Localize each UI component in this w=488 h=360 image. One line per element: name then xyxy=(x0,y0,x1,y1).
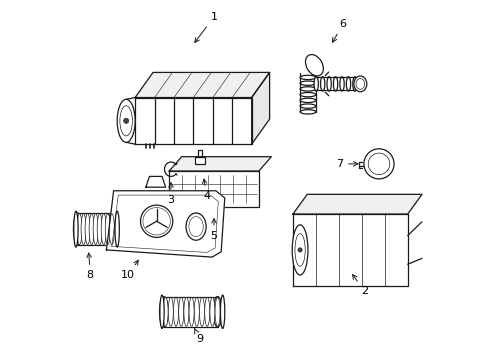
Ellipse shape xyxy=(115,211,119,247)
Ellipse shape xyxy=(97,214,102,244)
Text: 3: 3 xyxy=(167,183,174,205)
Ellipse shape xyxy=(159,297,168,327)
Ellipse shape xyxy=(178,297,183,326)
Ellipse shape xyxy=(353,76,366,92)
Polygon shape xyxy=(169,157,271,171)
Ellipse shape xyxy=(188,217,203,237)
Ellipse shape xyxy=(168,297,173,326)
Ellipse shape xyxy=(173,297,178,326)
Bar xyxy=(194,157,204,164)
Circle shape xyxy=(140,205,172,237)
Ellipse shape xyxy=(300,75,315,80)
Ellipse shape xyxy=(215,297,220,326)
Ellipse shape xyxy=(220,295,224,328)
Ellipse shape xyxy=(326,77,330,91)
Ellipse shape xyxy=(355,78,364,89)
Ellipse shape xyxy=(81,214,86,244)
Ellipse shape xyxy=(346,77,350,91)
Ellipse shape xyxy=(313,77,318,91)
Ellipse shape xyxy=(209,297,214,326)
Ellipse shape xyxy=(123,118,128,123)
Text: 6: 6 xyxy=(332,19,346,42)
Circle shape xyxy=(363,149,393,179)
Ellipse shape xyxy=(93,214,98,244)
Ellipse shape xyxy=(105,214,110,244)
Ellipse shape xyxy=(305,55,323,76)
Ellipse shape xyxy=(320,77,324,91)
Ellipse shape xyxy=(300,104,315,108)
Text: 9: 9 xyxy=(194,329,203,344)
Ellipse shape xyxy=(117,99,135,142)
Ellipse shape xyxy=(300,98,315,103)
Ellipse shape xyxy=(189,297,194,326)
Ellipse shape xyxy=(300,87,315,91)
Ellipse shape xyxy=(120,106,132,136)
Text: 1: 1 xyxy=(194,12,217,42)
Ellipse shape xyxy=(199,297,204,326)
Ellipse shape xyxy=(89,214,94,244)
Text: 2: 2 xyxy=(352,275,367,296)
Ellipse shape xyxy=(107,213,116,245)
Ellipse shape xyxy=(339,77,344,91)
Text: 10: 10 xyxy=(121,260,138,280)
Ellipse shape xyxy=(294,234,305,266)
Ellipse shape xyxy=(297,248,302,252)
Polygon shape xyxy=(135,98,251,144)
Ellipse shape xyxy=(73,213,82,245)
Polygon shape xyxy=(292,214,407,286)
Ellipse shape xyxy=(101,214,106,244)
Polygon shape xyxy=(169,171,258,207)
Ellipse shape xyxy=(77,214,82,244)
Ellipse shape xyxy=(300,93,315,97)
Polygon shape xyxy=(145,176,165,187)
Polygon shape xyxy=(135,72,269,98)
Ellipse shape xyxy=(194,297,199,326)
Ellipse shape xyxy=(300,81,315,85)
Ellipse shape xyxy=(185,213,206,240)
Polygon shape xyxy=(106,191,224,257)
Circle shape xyxy=(142,207,170,235)
Text: 5: 5 xyxy=(210,219,217,240)
Polygon shape xyxy=(292,194,421,214)
Ellipse shape xyxy=(213,297,222,327)
Polygon shape xyxy=(251,72,269,144)
Ellipse shape xyxy=(204,297,209,326)
Bar xyxy=(197,150,202,157)
Ellipse shape xyxy=(160,295,164,328)
Ellipse shape xyxy=(292,225,307,275)
Ellipse shape xyxy=(352,77,356,91)
Ellipse shape xyxy=(109,214,114,244)
Circle shape xyxy=(367,153,389,175)
Ellipse shape xyxy=(183,297,188,326)
Ellipse shape xyxy=(333,77,337,91)
Ellipse shape xyxy=(85,214,90,244)
Ellipse shape xyxy=(163,297,168,326)
Text: 8: 8 xyxy=(86,253,94,280)
Text: 4: 4 xyxy=(202,179,210,201)
Ellipse shape xyxy=(300,110,315,114)
Ellipse shape xyxy=(74,211,78,247)
Text: 7: 7 xyxy=(335,159,357,169)
